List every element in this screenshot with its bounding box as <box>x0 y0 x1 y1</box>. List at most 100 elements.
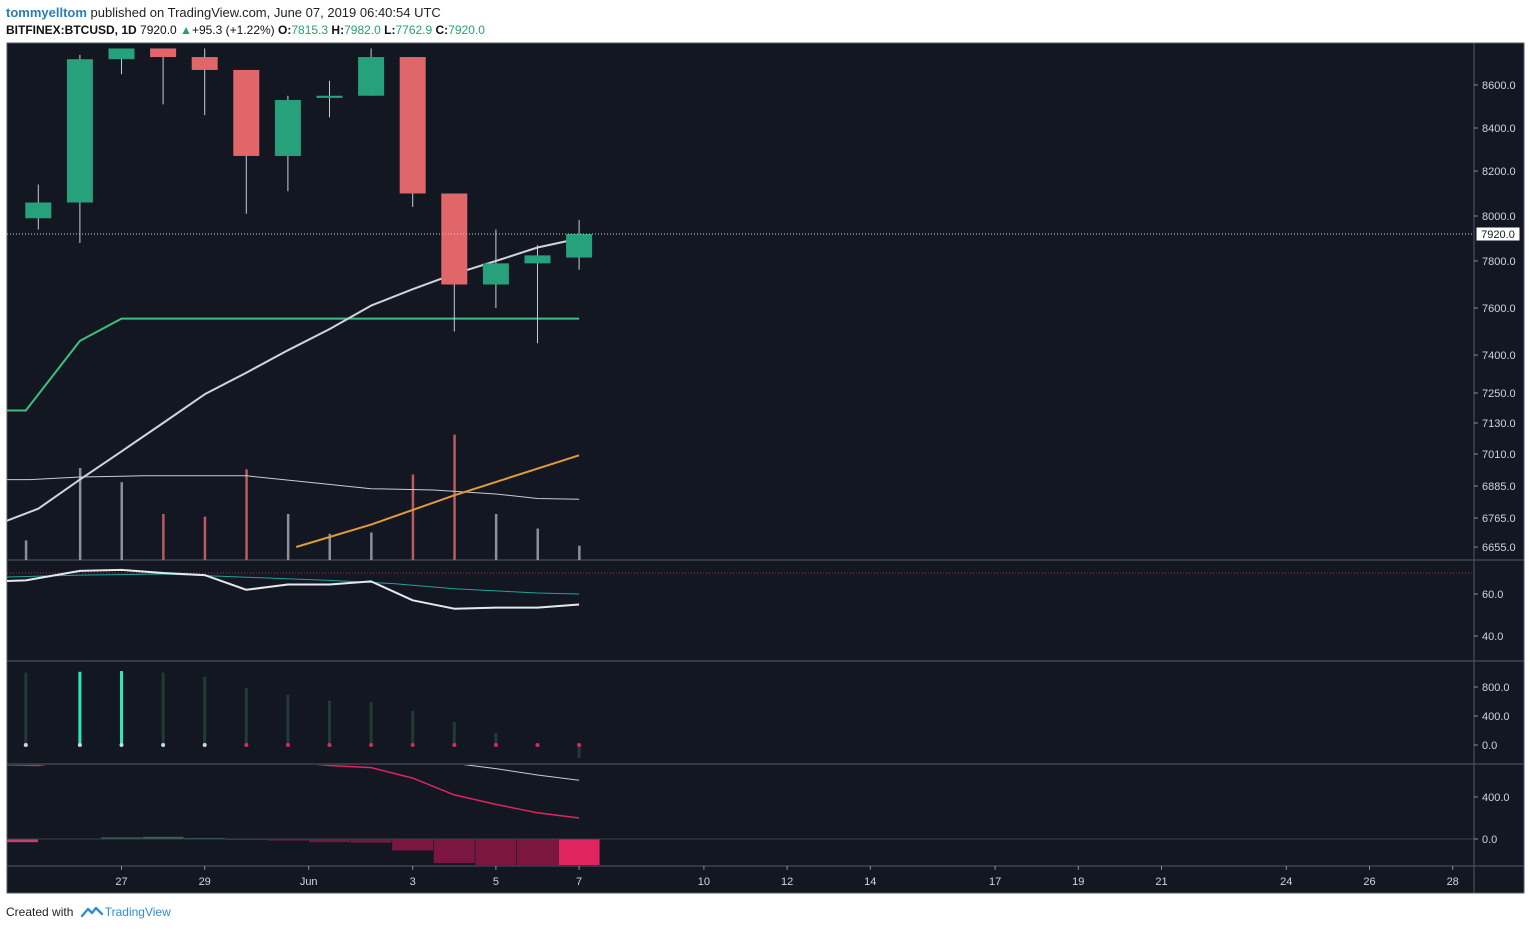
macd-signal-line <box>463 765 580 781</box>
price-tick-label-12: 6655.0 <box>1482 542 1516 554</box>
author-name[interactable]: tommyelltom <box>6 5 87 20</box>
price-tick-label-0: 8600.0 <box>1482 80 1516 92</box>
macd-pane <box>7 765 1474 865</box>
time-tick-label-11: 21 <box>1155 876 1167 888</box>
change-value: +95.3 (+1.22%) <box>191 23 275 37</box>
momentum-bar-6 <box>286 694 290 745</box>
time-tick-label-4: 5 <box>493 876 499 888</box>
high-value: 7982.0 <box>344 23 381 37</box>
time-tick-label-8: 14 <box>864 876 876 888</box>
low-value: 7762.9 <box>395 23 433 37</box>
volume-bar-7 <box>328 533 331 560</box>
arrow-up-icon: ▲ <box>180 23 192 37</box>
price-axis-background <box>1474 43 1524 893</box>
time-tick-label-10: 19 <box>1072 876 1084 888</box>
osc-tick-label-1: 40.0 <box>1482 631 1503 643</box>
candle-body-10 <box>441 193 468 285</box>
momentum-bar-3 <box>161 672 165 745</box>
mom-tick-label-0: 800.0 <box>1482 682 1510 694</box>
created-with-text: Created with <box>6 905 74 919</box>
macd-histogram-bar-3 <box>184 837 226 839</box>
candle-body-1 <box>66 59 93 203</box>
momentum-bar-7 <box>328 700 331 745</box>
time-tick-label-6: 10 <box>698 876 710 888</box>
open-label: O: <box>278 23 292 37</box>
volume-bar-4 <box>203 516 207 560</box>
candle-body-8 <box>358 57 385 96</box>
time-tick-label-7: 12 <box>781 876 793 888</box>
price-tick-label-2: 8200.0 <box>1482 166 1516 178</box>
osc-main-line <box>7 568 580 610</box>
momentum-bar-9 <box>411 710 415 745</box>
macd-line <box>7 765 580 819</box>
volume-bar-10 <box>453 434 456 560</box>
price-tick-label-5: 7600.0 <box>1482 303 1516 315</box>
price-pane <box>7 48 593 560</box>
chart-background <box>7 43 1474 893</box>
high-label: H: <box>331 23 345 37</box>
macd-histogram-bar-5 <box>267 839 309 841</box>
time-tick-label-0: 27 <box>115 876 127 888</box>
time-tick-label-2: Jun <box>300 876 318 888</box>
momentum-dot-2 <box>119 743 124 747</box>
candle-body-11 <box>482 263 509 285</box>
volume-bar-3 <box>162 514 165 560</box>
macd-histogram-bar-12 <box>558 839 600 865</box>
volume-bar-2 <box>120 482 123 560</box>
candle-body-3 <box>150 48 177 58</box>
momentum-dot-9 <box>410 743 415 747</box>
time-tick-label-12: 24 <box>1280 876 1292 888</box>
symbol-label: BITFINEX:BTCUSD, 1D <box>6 23 137 37</box>
momentum-bar-1 <box>78 671 82 745</box>
momentum-dot-1 <box>77 743 82 747</box>
momentum-bar-2 <box>120 671 123 745</box>
momentum-dot-11 <box>493 743 498 747</box>
candle-body-6 <box>274 100 301 156</box>
momentum-dot-4 <box>202 743 207 747</box>
time-tick-label-13: 26 <box>1363 876 1375 888</box>
time-tick-label-9: 17 <box>989 876 1001 888</box>
moving-average-line <box>7 237 580 522</box>
open-value: 7815.3 <box>291 23 329 37</box>
macd-tick-label-1: 0.0 <box>1482 834 1497 846</box>
volume-bar-11 <box>494 514 498 560</box>
last-price-label: 7920.0 <box>1481 229 1515 241</box>
macd-histogram-bar-1 <box>101 837 142 839</box>
volume-bar-13 <box>578 545 581 560</box>
candle-body-5 <box>233 69 260 156</box>
volume-bar-5 <box>245 469 248 560</box>
tradingview-link[interactable]: TradingView <box>104 905 171 919</box>
last-price: 7920.0 <box>140 23 177 37</box>
momentum-dot-5 <box>244 743 249 747</box>
momentum-dot-3 <box>161 743 166 747</box>
momentum-bar-5 <box>244 687 248 745</box>
macd-histogram-bar-11 <box>517 839 558 865</box>
price-tick-label-7: 7250.0 <box>1482 388 1516 400</box>
last-price-box <box>1475 226 1521 242</box>
candle-body-4 <box>191 57 218 70</box>
volume-bar-0 <box>24 540 28 560</box>
low-label: L: <box>384 23 396 37</box>
candle-body-2 <box>108 48 135 60</box>
price-tick-label-8: 7130.0 <box>1482 418 1516 430</box>
volume-average-line <box>7 475 580 500</box>
orange-ma-line <box>295 454 580 548</box>
price-tick-label-3: 8000.0 <box>1482 211 1516 223</box>
candle-body-12 <box>524 255 551 264</box>
macd-histogram-bar-0 <box>7 839 38 843</box>
momentum-dot-6 <box>285 743 290 747</box>
tradingview-logo-icon <box>80 906 103 918</box>
oscillator-pane <box>7 568 1474 610</box>
time-tick-label-1: 29 <box>199 876 211 888</box>
candle-body-7 <box>316 95 343 98</box>
footer: Created with TradingView <box>6 905 171 919</box>
momentum-pane <box>23 671 582 759</box>
published-text: published on TradingView.com, June 07, 2… <box>90 5 441 20</box>
candle-body-0 <box>25 202 52 219</box>
mom-tick-label-2: 0.0 <box>1482 740 1497 752</box>
momentum-dot-0 <box>23 743 28 747</box>
momentum-bar-11 <box>494 732 498 745</box>
ohlc-legend: BITFINEX:BTCUSD, 1D 7920.0 ▲+95.3 (+1.22… <box>6 23 485 37</box>
macd-histogram-bar-9 <box>433 839 475 864</box>
